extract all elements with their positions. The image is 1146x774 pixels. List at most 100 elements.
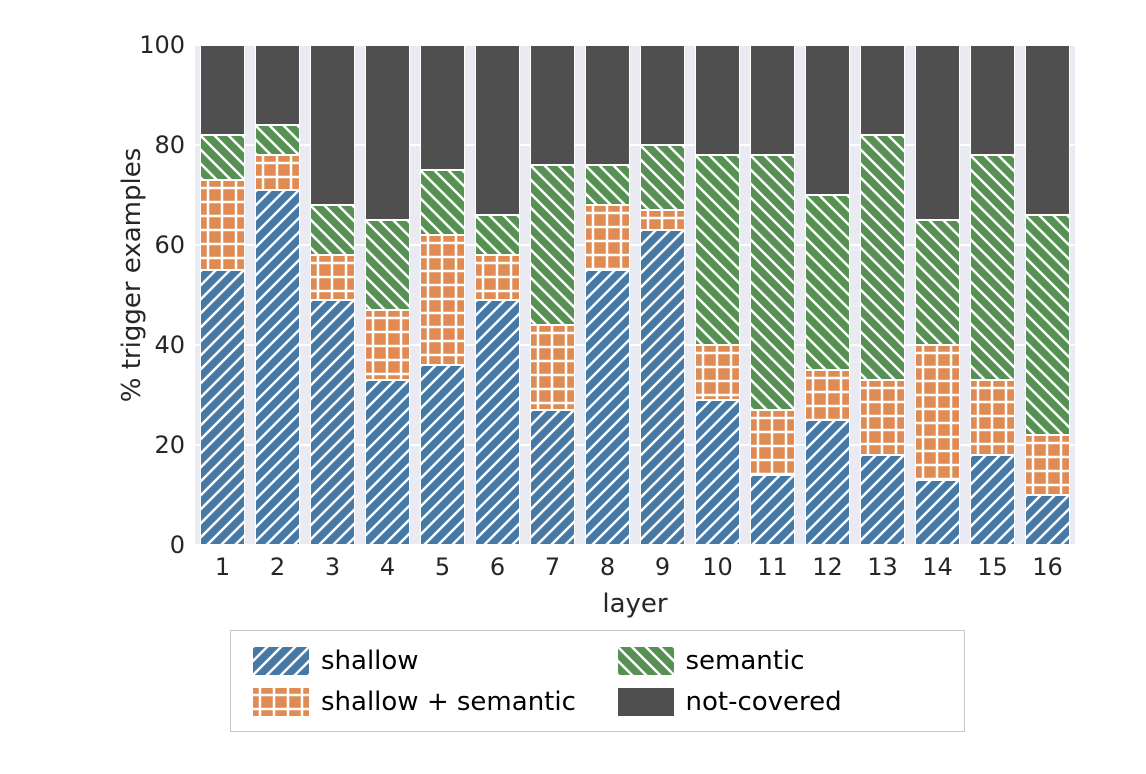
bar — [1025, 45, 1071, 545]
x-tick-label: 7 — [525, 553, 580, 581]
bar-segment-shallow_semantic — [640, 210, 686, 230]
bar — [805, 45, 851, 545]
x-tick-label: 4 — [360, 553, 415, 581]
x-tick-label: 12 — [800, 553, 855, 581]
legend-swatch — [618, 647, 674, 675]
x-tick-label: 8 — [580, 553, 635, 581]
bar-segment-semantic — [310, 205, 356, 255]
x-tick-label: 2 — [250, 553, 305, 581]
bar-segment-shallow_semantic — [750, 410, 796, 475]
y-tick-label: 40 — [115, 331, 185, 359]
bar-segment-shallow — [530, 410, 576, 545]
bar-segment-not_covered — [585, 45, 631, 165]
bar-segment-shallow — [420, 365, 466, 545]
bar-segment-shallow — [1025, 495, 1071, 545]
x-tick-label: 10 — [690, 553, 745, 581]
bar — [585, 45, 631, 545]
bar-segment-semantic — [255, 125, 301, 155]
bar-segment-semantic — [475, 215, 521, 255]
bar-segment-shallow — [860, 455, 906, 545]
legend-label: semantic — [686, 646, 805, 676]
bar-segment-shallow_semantic — [805, 370, 851, 420]
bar-segment-shallow_semantic — [310, 255, 356, 300]
x-tick-label: 14 — [910, 553, 965, 581]
bar-segment-shallow — [475, 300, 521, 545]
bar-segment-not_covered — [365, 45, 411, 220]
bar-segment-shallow_semantic — [695, 345, 741, 400]
bar-segment-semantic — [420, 170, 466, 235]
bar-segment-semantic — [695, 155, 741, 345]
legend-item-shallow_semantic: shallow + semantic — [253, 687, 578, 717]
bar-segment-shallow_semantic — [255, 155, 301, 190]
plot-area — [195, 45, 1075, 545]
bar — [200, 45, 246, 545]
legend-item-shallow: shallow — [253, 646, 578, 676]
bar-segment-shallow — [805, 420, 851, 545]
bar — [750, 45, 796, 545]
y-tick-label: 60 — [115, 231, 185, 259]
bar-segment-not_covered — [970, 45, 1016, 155]
bar-segment-shallow — [915, 480, 961, 545]
x-tick-label: 5 — [415, 553, 470, 581]
bar-segment-shallow — [365, 380, 411, 545]
x-tick-label: 9 — [635, 553, 690, 581]
y-tick-label: 100 — [115, 31, 185, 59]
bar-segment-not_covered — [695, 45, 741, 155]
bar-segment-semantic — [970, 155, 1016, 380]
bar-segment-semantic — [640, 145, 686, 210]
legend: shallow semantic shallow + semantic not-cov… — [230, 630, 965, 732]
legend-item-not_covered: not-covered — [618, 687, 943, 717]
bar — [640, 45, 686, 545]
bar-segment-semantic — [915, 220, 961, 345]
bar-segment-not_covered — [420, 45, 466, 170]
legend-label: not-covered — [686, 687, 842, 717]
x-tick-label: 1 — [195, 553, 250, 581]
bar — [310, 45, 356, 545]
bar-segment-semantic — [805, 195, 851, 370]
x-tick-label: 13 — [855, 553, 910, 581]
bar-segment-shallow — [695, 400, 741, 545]
bar-segment-not_covered — [640, 45, 686, 145]
y-tick-label: 0 — [115, 531, 185, 559]
y-tick-label: 20 — [115, 431, 185, 459]
bar-segment-semantic — [1025, 215, 1071, 435]
bar-segment-shallow — [640, 230, 686, 545]
bar-segment-shallow_semantic — [585, 205, 631, 270]
bar — [860, 45, 906, 545]
x-axis-label: layer — [195, 589, 1075, 619]
bar-segment-shallow — [585, 270, 631, 545]
bar-segment-shallow — [750, 475, 796, 545]
bar-segment-not_covered — [200, 45, 246, 135]
bar-segment-not_covered — [915, 45, 961, 220]
figure: % trigger examples layer shallow semantic… — [0, 0, 1146, 774]
legend-swatch — [253, 688, 309, 716]
x-tick-label: 15 — [965, 553, 1020, 581]
legend-swatch — [618, 688, 674, 716]
bar — [970, 45, 1016, 545]
bar — [475, 45, 521, 545]
y-axis-label: % trigger examples — [117, 125, 147, 425]
bar — [530, 45, 576, 545]
bar-segment-shallow_semantic — [420, 235, 466, 365]
bar-segment-semantic — [750, 155, 796, 410]
bar-segment-shallow_semantic — [530, 325, 576, 410]
bar-segment-not_covered — [750, 45, 796, 155]
bar — [915, 45, 961, 545]
x-tick-label: 6 — [470, 553, 525, 581]
bar-segment-shallow — [255, 190, 301, 545]
bar — [365, 45, 411, 545]
legend-label: shallow + semantic — [321, 687, 576, 717]
bar-segment-shallow_semantic — [200, 180, 246, 270]
bar-segment-not_covered — [805, 45, 851, 195]
bar-segment-not_covered — [530, 45, 576, 165]
x-tick-label: 11 — [745, 553, 800, 581]
bar-segment-shallow_semantic — [970, 380, 1016, 455]
bar — [255, 45, 301, 545]
bar-segment-shallow — [310, 300, 356, 545]
bar-segment-shallow — [970, 455, 1016, 545]
bar-segment-shallow_semantic — [1025, 435, 1071, 495]
legend-label: shallow — [321, 646, 419, 676]
y-tick-label: 80 — [115, 131, 185, 159]
bar-segment-shallow_semantic — [915, 345, 961, 480]
bar-segment-shallow_semantic — [860, 380, 906, 455]
